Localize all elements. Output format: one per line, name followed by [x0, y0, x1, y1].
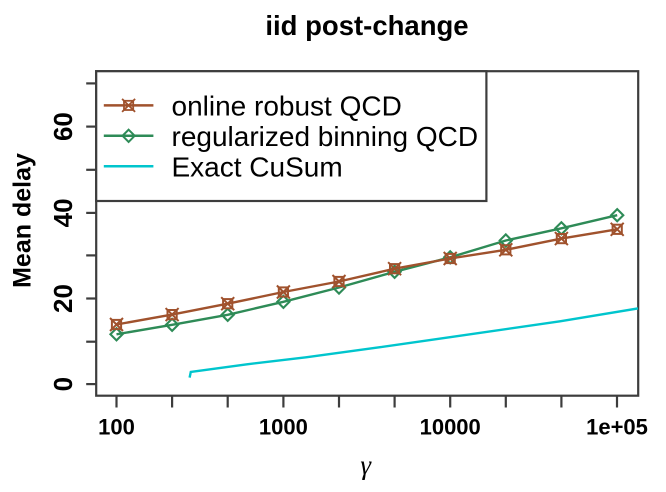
- svg-text:0: 0: [48, 377, 78, 391]
- svg-text:100: 100: [98, 415, 135, 440]
- svg-text:γ: γ: [360, 450, 372, 480]
- svg-text:iid post-change: iid post-change: [265, 10, 468, 41]
- svg-text:40: 40: [48, 198, 78, 227]
- svg-text:Exact CuSum: Exact CuSum: [172, 152, 343, 183]
- svg-text:1000: 1000: [259, 415, 308, 440]
- svg-text:20: 20: [48, 284, 78, 313]
- svg-text:regularized binning QCD: regularized binning QCD: [172, 121, 479, 152]
- svg-text:60: 60: [48, 112, 78, 141]
- svg-text:online robust QCD: online robust QCD: [172, 91, 402, 122]
- svg-text:1e+05: 1e+05: [586, 415, 648, 440]
- svg-text:Mean delay: Mean delay: [8, 153, 36, 288]
- svg-text:10000: 10000: [420, 415, 481, 440]
